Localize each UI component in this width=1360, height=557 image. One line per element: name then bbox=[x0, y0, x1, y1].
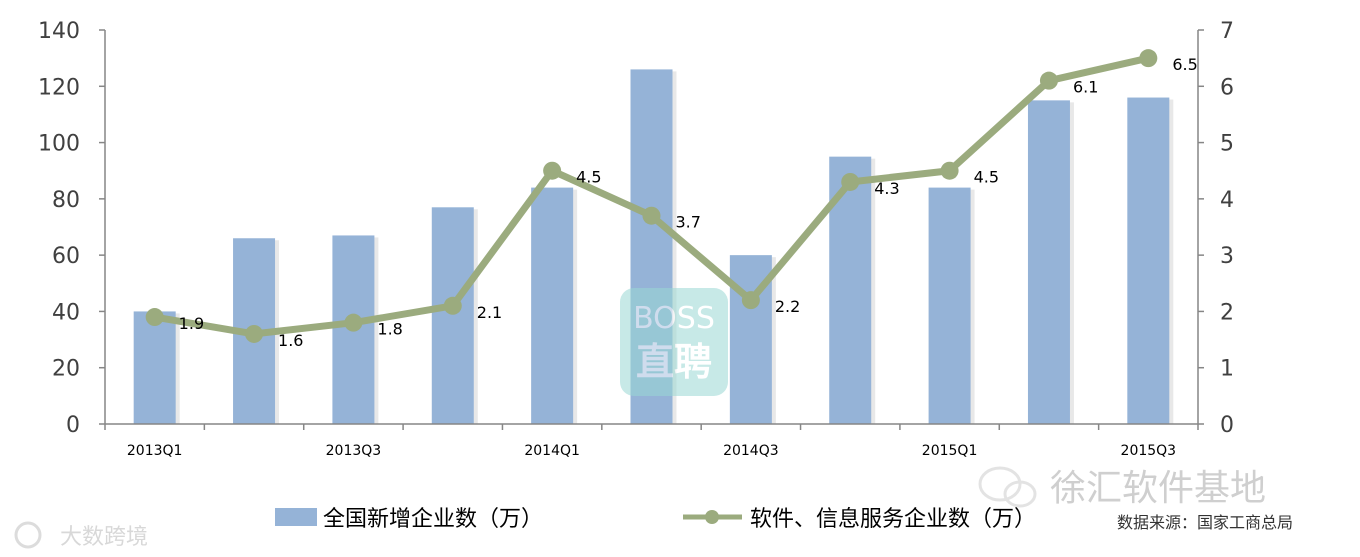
line-data-label: 6.5 bbox=[1172, 55, 1197, 74]
line-point-2013Q2 bbox=[245, 324, 264, 343]
legend-line-marker bbox=[705, 510, 719, 524]
left-tick-label: 20 bbox=[52, 357, 80, 382]
legend-bar-swatch bbox=[275, 508, 317, 526]
right-tick-label: 5 bbox=[1220, 132, 1234, 157]
right-tick-label: 0 bbox=[1220, 413, 1234, 438]
line-point-2015Q1 bbox=[940, 161, 959, 180]
line-point-2014Q1 bbox=[543, 161, 562, 180]
legend: 全国新增企业数（万） 软件、信息服务企业数（万） bbox=[275, 507, 1036, 532]
line-point-2015Q3 bbox=[1139, 49, 1158, 68]
line-data-labels: 1.9 1.6 1.8 2.1 4.5 3.7 2.2 4.3 4.5 6.1 6.5 bbox=[179, 55, 1198, 350]
right-tick-label: 6 bbox=[1220, 75, 1234, 100]
line-data-label: 4.5 bbox=[576, 168, 601, 187]
line-data-label: 6.1 bbox=[1073, 78, 1098, 97]
line-data-label: 1.9 bbox=[179, 314, 204, 333]
left-axis-ticks: 0 20 40 60 80 100 120 140 bbox=[38, 19, 105, 438]
line-data-label: 1.8 bbox=[377, 320, 402, 339]
x-tick-label: 2013Q3 bbox=[326, 443, 382, 459]
xuhui-watermark: 徐汇软件基地 bbox=[1050, 468, 1266, 509]
bar-2015Q1 bbox=[928, 187, 971, 424]
right-tick-label: 4 bbox=[1220, 188, 1234, 213]
line-point-2013Q1 bbox=[145, 308, 164, 327]
bar-2014Q1 bbox=[531, 187, 574, 424]
line-data-label: 4.3 bbox=[874, 179, 899, 198]
bar-2015Q3 bbox=[1127, 97, 1170, 425]
line-data-label: 3.7 bbox=[676, 213, 701, 232]
legend-line-label: 软件、信息服务企业数（万） bbox=[750, 507, 1036, 532]
line-data-label: 4.5 bbox=[974, 168, 999, 187]
left-tick-label: 60 bbox=[52, 244, 80, 269]
left-tick-label: 140 bbox=[38, 19, 80, 44]
x-tick-label: 2014Q1 bbox=[524, 443, 580, 459]
left-tick-label: 120 bbox=[38, 75, 80, 100]
line-point-2015Q2 bbox=[1039, 71, 1058, 90]
left-tick-label: 0 bbox=[66, 413, 80, 438]
boss-watermark-box bbox=[620, 288, 728, 396]
line-point-2014Q3 bbox=[741, 291, 760, 310]
bar-2015Q2 bbox=[1027, 100, 1070, 424]
line-data-label: 2.2 bbox=[775, 297, 800, 316]
bar-2013Q4 bbox=[431, 207, 474, 424]
line-point-2014Q2 bbox=[642, 206, 661, 225]
line-point-2013Q3 bbox=[344, 313, 363, 332]
x-tick-label: 2015Q1 bbox=[922, 443, 978, 459]
x-axis-ticks: 2013Q1 2013Q3 2014Q1 2014Q3 2015Q1 2015Q3 bbox=[104, 424, 1199, 459]
left-tick-label: 80 bbox=[52, 188, 80, 213]
right-tick-label: 7 bbox=[1220, 19, 1234, 44]
left-tick-label: 100 bbox=[38, 132, 80, 157]
wechat-icon bbox=[978, 466, 1037, 508]
right-axis-ticks: 0 1 2 3 4 5 6 7 bbox=[1198, 19, 1234, 438]
right-tick-label: 3 bbox=[1220, 244, 1234, 269]
line-point-2014Q4 bbox=[841, 172, 860, 191]
right-tick-label: 2 bbox=[1220, 300, 1234, 325]
bar-2013Q1 bbox=[133, 311, 176, 424]
line-data-label: 1.6 bbox=[278, 331, 303, 350]
x-tick-label: 2015Q3 bbox=[1121, 443, 1177, 459]
dashu-watermark: 大数跨境 bbox=[60, 525, 148, 550]
x-tick-label: 2013Q1 bbox=[127, 443, 183, 459]
boss-watermark: BOSS 直聘 bbox=[620, 288, 728, 396]
line-series bbox=[145, 49, 1158, 343]
line-point-2013Q4 bbox=[443, 296, 462, 315]
left-tick-label: 40 bbox=[52, 300, 80, 325]
right-tick-label: 1 bbox=[1220, 357, 1234, 382]
legend-bar-label: 全国新增企业数（万） bbox=[323, 507, 543, 532]
boss-watermark-line1: BOSS bbox=[633, 301, 715, 336]
line-data-label: 2.1 bbox=[477, 303, 502, 322]
source-note: 数据来源：国家工商总局 bbox=[1117, 513, 1293, 532]
dashu-logo-icon bbox=[14, 521, 42, 549]
boss-watermark-line2: 直聘 bbox=[636, 340, 712, 384]
x-tick-label: 2014Q3 bbox=[723, 443, 779, 459]
